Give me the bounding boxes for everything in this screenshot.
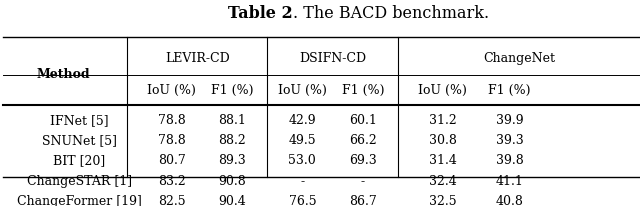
Text: 83.2: 83.2	[158, 175, 186, 188]
Text: IoU (%): IoU (%)	[147, 84, 196, 97]
Text: DSIFN-CD: DSIFN-CD	[299, 52, 366, 65]
Text: 88.2: 88.2	[218, 134, 246, 147]
Text: 69.3: 69.3	[349, 154, 377, 167]
Text: ChangeSTAR [1]: ChangeSTAR [1]	[27, 175, 132, 188]
Text: . The BACD benchmark.: . The BACD benchmark.	[292, 5, 489, 22]
Text: 30.8: 30.8	[429, 134, 456, 147]
Text: ChangeNet: ChangeNet	[483, 52, 555, 65]
Text: 41.1: 41.1	[495, 175, 524, 188]
Text: F1 (%): F1 (%)	[211, 84, 253, 97]
Text: LEVIR-CD: LEVIR-CD	[165, 52, 230, 65]
Text: BIT [20]: BIT [20]	[53, 154, 106, 167]
Text: Table 2: Table 2	[228, 5, 292, 22]
Text: 82.5: 82.5	[158, 195, 186, 206]
Text: 42.9: 42.9	[289, 114, 316, 127]
Text: SNUNet [5]: SNUNet [5]	[42, 134, 117, 147]
Text: 39.3: 39.3	[495, 134, 524, 147]
Text: IFNet [5]: IFNet [5]	[50, 114, 109, 127]
Text: 88.1: 88.1	[218, 114, 246, 127]
Text: IoU (%): IoU (%)	[278, 84, 327, 97]
Text: 53.0: 53.0	[289, 154, 316, 167]
Text: 40.8: 40.8	[495, 195, 524, 206]
Text: 90.4: 90.4	[218, 195, 246, 206]
Text: 89.3: 89.3	[218, 154, 246, 167]
Text: 86.7: 86.7	[349, 195, 377, 206]
Text: ChangeFormer [19]: ChangeFormer [19]	[17, 195, 142, 206]
Text: 60.1: 60.1	[349, 114, 377, 127]
Text: 78.8: 78.8	[158, 114, 186, 127]
Text: 31.2: 31.2	[429, 114, 456, 127]
Text: F1 (%): F1 (%)	[342, 84, 384, 97]
Text: -: -	[300, 175, 305, 188]
Text: 49.5: 49.5	[289, 134, 316, 147]
Text: 66.2: 66.2	[349, 134, 377, 147]
Text: 32.4: 32.4	[429, 175, 456, 188]
Text: 80.7: 80.7	[158, 154, 186, 167]
Text: 31.4: 31.4	[429, 154, 456, 167]
Text: 39.8: 39.8	[495, 154, 524, 167]
Text: Method: Method	[36, 68, 90, 81]
Text: -: -	[361, 175, 365, 188]
Text: 39.9: 39.9	[495, 114, 524, 127]
Text: 90.8: 90.8	[218, 175, 246, 188]
Text: IoU (%): IoU (%)	[418, 84, 467, 97]
Text: 78.8: 78.8	[158, 134, 186, 147]
Text: 76.5: 76.5	[289, 195, 316, 206]
Text: F1 (%): F1 (%)	[488, 84, 531, 97]
Text: 32.5: 32.5	[429, 195, 456, 206]
